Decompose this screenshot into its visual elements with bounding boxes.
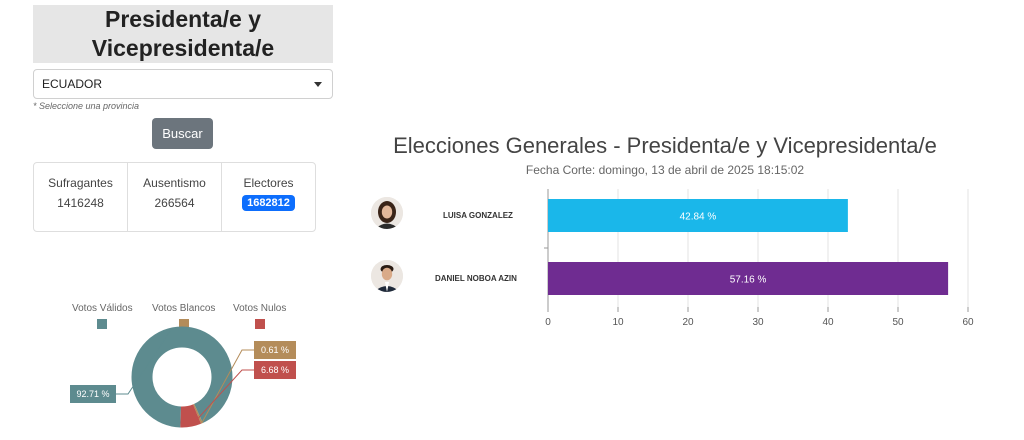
leader-line-validos xyxy=(116,327,173,395)
page-title: Presidenta/e y Vicepresidenta/e xyxy=(92,5,274,63)
leader-line-blancos xyxy=(201,349,254,424)
stat-value: 1416248 xyxy=(57,196,104,210)
person-avatar-icon xyxy=(371,197,403,229)
stat-electores: Electores 1682812 xyxy=(222,163,315,231)
legend-item-blancos[interactable]: Votos Blancos xyxy=(152,303,215,329)
page-title-line1: Presidenta/e y xyxy=(105,6,261,32)
candidate-photo-gonzalez xyxy=(371,197,403,229)
bar-gonzalez[interactable] xyxy=(548,199,848,232)
results-title: Elecciones Generales - Presidenta/e y Vi… xyxy=(393,133,937,158)
x-tick-label: 10 xyxy=(612,317,624,328)
page-title-box: Presidenta/e y Vicepresidenta/e xyxy=(33,5,333,63)
candidate-name-gonzalez: LUISA GONZALEZ xyxy=(443,211,513,220)
stat-value: 266564 xyxy=(154,196,195,210)
candidate-name-noboa: DANIEL NOBOA AZIN xyxy=(435,274,517,283)
candidate-photo-noboa xyxy=(371,260,403,292)
label-blancos-text: 0.61 % xyxy=(260,345,290,355)
stat-label: Ausentismo xyxy=(143,176,206,190)
label-blancos: 0.61 % xyxy=(254,341,296,359)
donut-svg xyxy=(116,326,254,428)
province-select[interactable]: ECUADOR xyxy=(33,69,333,99)
legend-label: Votos Válidos xyxy=(72,303,133,314)
results-bar-chart: 0 10 20 30 40 50 60 42.84 % 57.16 % xyxy=(544,189,974,328)
legend-item-validos[interactable]: Votos Válidos xyxy=(72,303,133,329)
bar-value-label: 42.84 % xyxy=(680,212,717,223)
bar-noboa[interactable] xyxy=(548,262,949,295)
search-button[interactable]: Buscar xyxy=(152,118,213,149)
stats-card: Sufragantes 1416248 Ausentismo 266564 El… xyxy=(33,162,316,232)
page-title-line2: Vicepresidenta/e xyxy=(91,35,275,61)
legend-label: Votos Blancos xyxy=(152,303,216,314)
label-validos-text: 92.71 % xyxy=(76,389,110,399)
province-hint: * Seleccione una provincia xyxy=(33,101,140,111)
electores-badge: 1682812 xyxy=(242,195,295,211)
x-tick-label: 20 xyxy=(682,317,694,328)
label-nulos: 6.68 % xyxy=(254,361,296,379)
results-subtitle: Fecha Corte: domingo, 13 de abril de 202… xyxy=(525,163,805,177)
legend-label: Votos Nulos xyxy=(233,303,287,314)
legend-item-nulos[interactable]: Votos Nulos xyxy=(233,303,286,329)
donut-slice-nulos[interactable] xyxy=(131,326,233,428)
stat-ausentismo: Ausentismo 266564 xyxy=(128,163,222,231)
x-tick-label: 60 xyxy=(962,317,974,328)
votes-donut-chart: Votos Válidos Votos Blancos Votos Nulos … xyxy=(0,295,330,440)
chevron-down-icon xyxy=(314,81,322,87)
stat-label: Electores xyxy=(243,176,294,190)
stat-sufragantes: Sufragantes 1416248 xyxy=(34,163,128,231)
leader-line-nulos xyxy=(190,369,254,427)
province-select-value: ECUADOR xyxy=(42,77,103,91)
x-tick-label: 30 xyxy=(752,317,764,328)
label-nulos-text: 6.68 % xyxy=(260,365,290,375)
stat-label: Sufragantes xyxy=(48,176,113,190)
donut-slice-validos[interactable] xyxy=(131,326,233,428)
person-avatar-icon xyxy=(371,260,403,292)
legend-swatch xyxy=(178,319,189,329)
x-tick-label: 40 xyxy=(822,317,834,328)
x-tick-label: 50 xyxy=(892,317,904,328)
bar-value-label: 57.16 % xyxy=(730,275,767,286)
label-validos: 92.71 % xyxy=(70,385,116,403)
legend-swatch xyxy=(254,319,265,329)
legend-swatch xyxy=(97,319,108,329)
x-tick-label: 0 xyxy=(545,317,551,328)
